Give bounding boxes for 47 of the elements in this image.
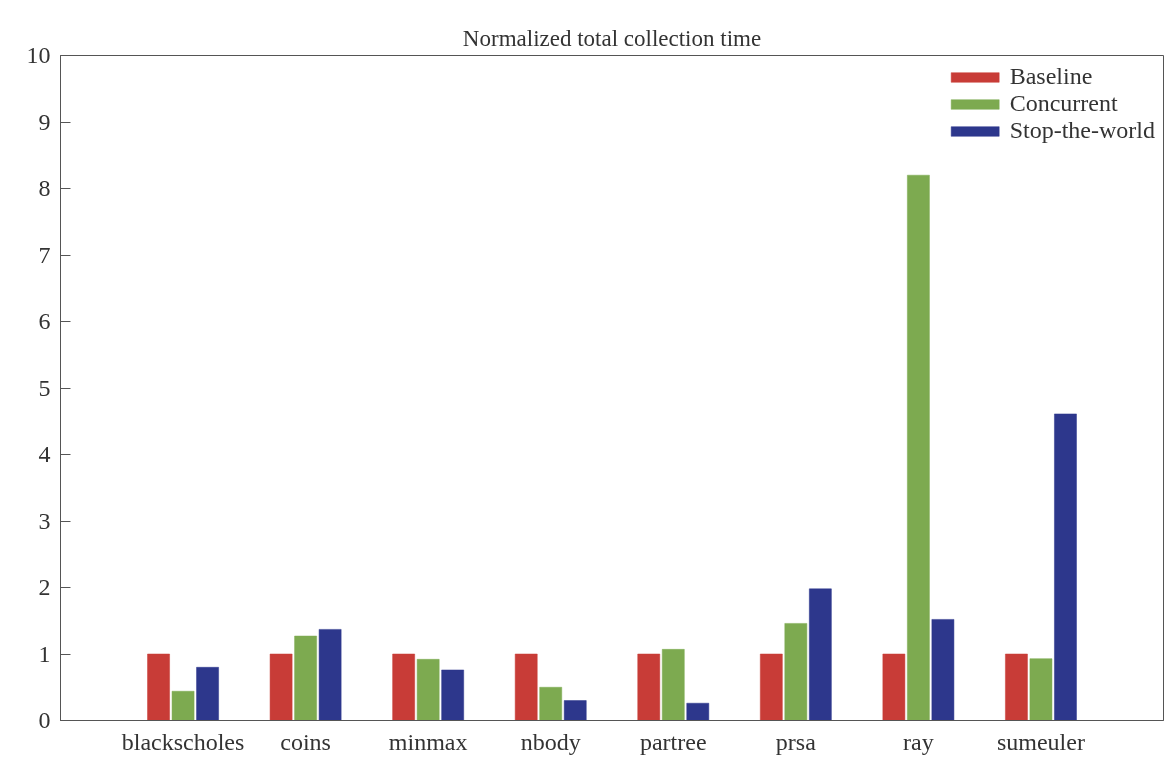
x-tick-label: ray	[903, 728, 934, 755]
x-tick-label: blackscholes	[121, 728, 245, 755]
bar	[1054, 413, 1077, 721]
bar	[1029, 658, 1053, 721]
bar	[1005, 653, 1028, 721]
y-tick-label: 1	[38, 640, 51, 667]
y-tick-label: 2	[38, 574, 51, 600]
x-tick-label: coins	[280, 728, 331, 755]
bar	[147, 653, 170, 721]
bar	[539, 687, 562, 721]
bar	[318, 629, 342, 721]
x-tick-label: nbody	[520, 728, 581, 755]
bar	[416, 659, 440, 721]
bar	[784, 623, 808, 721]
y-tick-label: 0	[38, 707, 51, 733]
bar	[760, 653, 783, 721]
y-tick-label: 6	[38, 308, 51, 334]
bar	[392, 653, 415, 721]
bar	[196, 667, 219, 721]
bar	[907, 174, 930, 721]
x-tick-label: minmax	[388, 728, 468, 755]
bar	[931, 619, 955, 721]
y-tick-label: 7	[38, 241, 51, 268]
y-tick-label: 5	[38, 374, 51, 401]
y-tick-label: 9	[38, 108, 51, 135]
y-tick-label: 10	[26, 42, 51, 68]
bar	[637, 653, 661, 721]
bar	[882, 653, 906, 721]
bar	[809, 588, 832, 721]
legend-label: Baseline	[1009, 63, 1093, 90]
legend-label: Stop-the-world	[1009, 117, 1155, 144]
bar	[514, 653, 538, 721]
x-tick-label: partree	[639, 728, 707, 755]
y-tick-label: 8	[38, 175, 51, 201]
x-tick-label: prsa	[775, 728, 817, 755]
bar	[563, 700, 587, 721]
chart-title: Normalized total collection time	[462, 25, 762, 51]
bar	[294, 635, 317, 721]
legend-label: Concurrent	[1009, 90, 1118, 117]
bar	[441, 669, 464, 721]
x-tick-label: sumeuler	[996, 728, 1085, 755]
bar	[171, 690, 195, 721]
y-tick-label: 4	[38, 441, 51, 467]
bar	[662, 649, 685, 721]
y-tick-label: 3	[38, 507, 51, 534]
bar	[686, 702, 710, 721]
bar	[269, 653, 293, 721]
